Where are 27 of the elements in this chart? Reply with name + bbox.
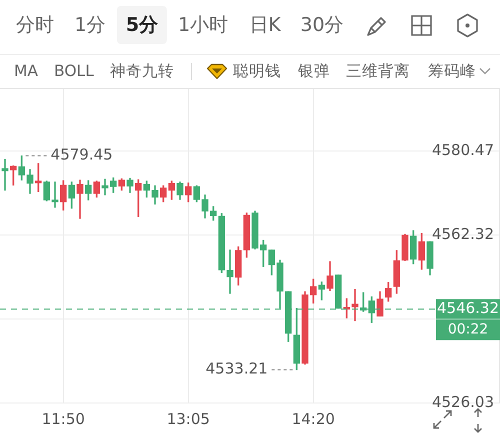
text: 聪明钱 — [233, 62, 281, 81]
y-tick-label: 4526.03 — [432, 392, 494, 411]
x-tick-label: 14:20 — [292, 410, 335, 428]
candlestick — [76, 180, 84, 219]
y-tick-label: 4562.32 — [432, 224, 494, 243]
text: 30分 — [300, 14, 344, 36]
annotation: 4579.45 — [50, 146, 113, 164]
text: MA — [14, 62, 38, 81]
text: 神奇九转 — [110, 62, 174, 81]
x-tick-label: 11:50 — [42, 410, 85, 428]
ref-line-label: 4546.32 — [436, 298, 500, 317]
text: 日K — [249, 14, 281, 36]
text: 银弹 — [298, 62, 330, 81]
tab: 5分 — [116, 6, 168, 44]
x-tick-label: 13:05 — [166, 410, 210, 428]
candlestick — [226, 250, 234, 294]
text: 1小时 — [178, 14, 228, 36]
candlestick — [352, 288, 358, 322]
annotation: 4533.21 — [206, 360, 268, 378]
text: 筹码峰 — [428, 62, 476, 81]
text: 分时 — [16, 14, 54, 36]
candlestick — [2, 158, 8, 191]
annotation: 00:22 — [448, 322, 488, 338]
y-tick-label: 4580.47 — [432, 140, 494, 159]
text: 三维背离 — [346, 62, 410, 81]
text: BOLL — [54, 62, 94, 81]
text: 1分 — [74, 14, 106, 36]
